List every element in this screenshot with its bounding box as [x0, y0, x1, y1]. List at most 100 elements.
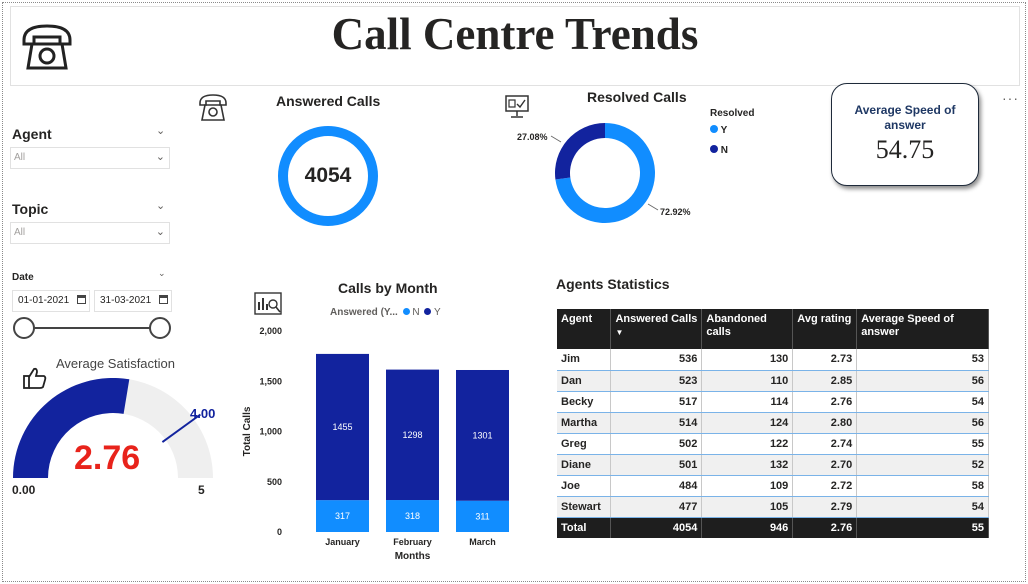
cell-agent: Jim	[557, 349, 612, 371]
cell-answered-calls: 536	[610, 349, 703, 371]
bar-data-label: 1455	[332, 422, 352, 432]
x-tick-label: March	[469, 537, 496, 547]
end-date-input[interactable]: 31-03-2021	[94, 290, 172, 312]
bar-n-march[interactable]	[456, 500, 509, 532]
gauge-max-label: 5	[198, 483, 205, 497]
resolved-calls-title: Resolved Calls	[587, 89, 687, 105]
phone-icon	[22, 24, 72, 70]
cell-agent: Dan	[557, 370, 612, 392]
chevron-down-icon[interactable]: ⌄	[156, 200, 166, 212]
thumbs-up-icon	[23, 367, 47, 389]
cell-abandoned-calls: 110	[701, 370, 794, 392]
x-tick-label: February	[393, 537, 432, 547]
cell-avg-rating: 2.73	[792, 349, 858, 371]
page-title: Call Centre Trends	[331, 9, 699, 59]
bar-data-label: 1298	[402, 430, 422, 440]
table-row[interactable]: Martha 514 124 2.80 56	[557, 412, 989, 434]
calls-by-month-title: Calls by Month	[338, 280, 438, 296]
date-slider-end-handle[interactable]	[149, 317, 171, 339]
column-header-answered-calls[interactable]: Answered Calls ▼	[610, 309, 703, 349]
answered-calls-value: 4054	[304, 164, 352, 187]
resolved-legend-title: Resolved	[710, 108, 755, 119]
topic-dropdown[interactable]: All ⌄	[10, 222, 170, 244]
table-row[interactable]: Becky 517 114 2.76 54	[557, 391, 989, 413]
speed-kpi-value: 54.75	[875, 135, 935, 164]
cell-abandoned-calls: 105	[701, 496, 794, 518]
more-options-button[interactable]: ···	[1002, 90, 1019, 106]
gauge-target-line	[161, 413, 201, 443]
chevron-down-icon[interactable]: ⌄	[158, 268, 166, 278]
chevron-down-icon[interactable]: ⌄	[156, 125, 166, 137]
date-filter-label: Date	[12, 272, 34, 283]
start-date-input[interactable]: 01-01-2021	[12, 290, 90, 312]
cell-abandoned-calls: 124	[701, 412, 794, 434]
y-slice-label: 72.92%	[660, 207, 691, 217]
cell-agent: Greg	[557, 433, 612, 455]
chart-search-icon	[254, 292, 282, 315]
cell-abandoned-calls: 114	[701, 391, 794, 413]
cell-avg-speed: 58	[856, 475, 989, 497]
column-header-abandoned-calls[interactable]: Abandoned calls	[701, 309, 794, 349]
x-axis-label: Months	[395, 551, 431, 562]
column-header-avg-speed[interactable]: Average Speed of answer	[856, 309, 989, 349]
cell-avg-speed: 55	[856, 433, 989, 455]
legend-label-y: Y	[720, 125, 728, 136]
cell-avg-rating: 2.79	[792, 496, 858, 518]
calendar-icon[interactable]	[77, 295, 86, 304]
date-slider-track[interactable]	[24, 327, 160, 329]
legend-item-y[interactable]: Y	[710, 125, 727, 136]
column-header-avg-rating[interactable]: Avg rating	[792, 309, 858, 349]
table-row[interactable]: Joe 484 109 2.72 58	[557, 475, 989, 497]
y-tick-label: 1,000	[259, 427, 282, 437]
speed-kpi-label: Average Speed of answer	[854, 103, 956, 132]
cell-agent: Martha	[557, 412, 612, 434]
table-row[interactable]: Diane 501 132 2.70 52	[557, 454, 989, 476]
agents-table-body: Jim 536 130 2.73 53 Dan 523 110 2.85 56 Becky 517 11…	[557, 349, 989, 538]
x-tick-label: January	[325, 537, 360, 547]
cell-answered-calls: 501	[610, 454, 703, 476]
calls-legend-title: Answered (Y...	[330, 307, 398, 318]
table-row[interactable]: Greg 502 122 2.74 55	[557, 433, 989, 455]
agents-table-container: Agent Answered Calls ▼ Abandoned calls A…	[557, 309, 989, 538]
column-header-answered-calls-label: Answered Calls	[615, 313, 698, 325]
agent-filter-label: Agent	[12, 126, 52, 142]
donut-slice-n	[555, 123, 605, 180]
donut-slice-y	[555, 123, 655, 223]
topic-dropdown-value: All	[14, 227, 26, 238]
header-panel	[10, 6, 1020, 86]
cell-agent: Diane	[557, 454, 612, 476]
gauge-fill	[13, 378, 130, 478]
n-label-leader	[550, 135, 562, 143]
table-total-row[interactable]: Total 4054 946 2.76 55	[557, 517, 989, 538]
cell-answered-calls: 502	[610, 433, 703, 455]
satisfaction-gauge	[13, 378, 213, 478]
column-header-agent[interactable]: Agent	[557, 309, 612, 349]
legend-swatch-n	[710, 145, 718, 153]
y-tick-label: 500	[267, 477, 282, 487]
y-tick-label: 1,500	[259, 376, 282, 386]
bar-n-february[interactable]	[386, 500, 439, 532]
calls-legend[interactable]: Answered (Y... N Y	[330, 307, 441, 318]
legend-item-n[interactable]: N	[710, 145, 728, 156]
y-axis-label: Total Calls	[242, 406, 253, 456]
table-row[interactable]: Jim 536 130 2.73 53	[557, 349, 989, 371]
date-slider-start-handle[interactable]	[13, 317, 35, 339]
table-row[interactable]: Stewart 477 105 2.79 54	[557, 496, 989, 518]
table-row[interactable]: Dan 523 110 2.85 56	[557, 370, 989, 392]
legend-swatch-n	[402, 308, 410, 315]
agents-statistics-title: Agents Statistics	[556, 276, 670, 292]
start-date-value: 01-01-2021	[18, 295, 70, 306]
bar-y-february[interactable]	[386, 369, 439, 501]
cell-agent: Joe	[557, 475, 612, 497]
chevron-down-icon: ⌄	[155, 226, 165, 238]
agent-dropdown[interactable]: All ⌄	[10, 147, 170, 169]
calendar-icon[interactable]	[159, 295, 168, 304]
bar-n-january[interactable]	[316, 500, 369, 532]
cell-avg-rating: 2.76	[792, 391, 858, 413]
cell-avg-speed: 52	[856, 454, 989, 476]
monitor-check-icon	[505, 95, 529, 118]
bar-y-january[interactable]	[316, 353, 369, 501]
y-label-leader	[647, 203, 659, 211]
bar-y-march[interactable]	[456, 369, 509, 501]
cell-agent: Becky	[557, 391, 612, 413]
